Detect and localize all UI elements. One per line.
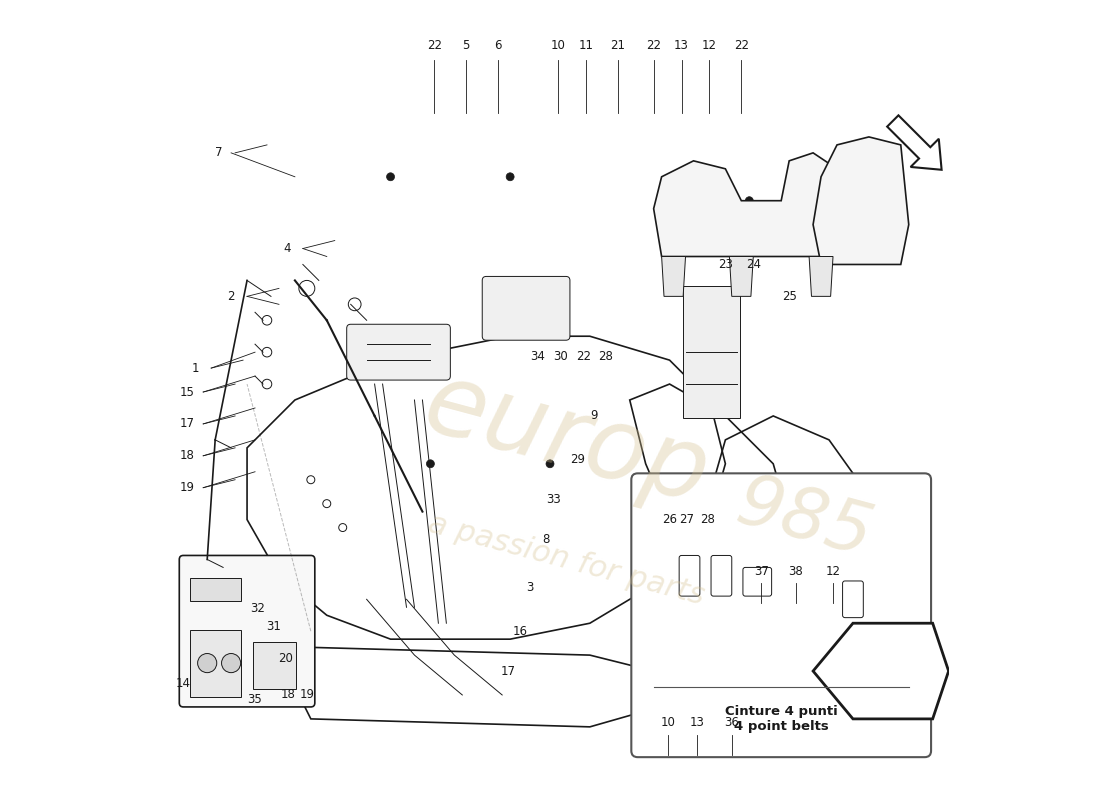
Text: 22: 22: [576, 350, 591, 362]
Polygon shape: [661, 257, 685, 296]
Text: 1: 1: [191, 362, 199, 374]
Text: 3: 3: [527, 581, 534, 594]
Text: 37: 37: [754, 565, 769, 578]
Circle shape: [221, 654, 241, 673]
Text: 23: 23: [718, 258, 733, 271]
Text: 32: 32: [250, 602, 265, 615]
Text: 2: 2: [228, 290, 235, 303]
FancyBboxPatch shape: [742, 567, 771, 596]
Text: 26: 26: [662, 513, 678, 526]
Circle shape: [427, 460, 434, 468]
FancyBboxPatch shape: [189, 630, 241, 697]
Text: 18: 18: [179, 450, 195, 462]
Text: 19: 19: [179, 481, 195, 494]
FancyBboxPatch shape: [346, 324, 450, 380]
Text: 15: 15: [179, 386, 195, 398]
FancyBboxPatch shape: [631, 474, 931, 757]
Polygon shape: [729, 257, 754, 296]
Text: 14: 14: [176, 678, 190, 690]
Text: a passion for parts: a passion for parts: [425, 509, 707, 610]
Circle shape: [546, 460, 554, 468]
Text: europ: europ: [412, 355, 719, 524]
Text: 34: 34: [530, 350, 546, 362]
Text: 10: 10: [550, 38, 565, 52]
Text: 6: 6: [494, 38, 502, 52]
FancyArrow shape: [888, 115, 942, 170]
Polygon shape: [813, 623, 948, 719]
Circle shape: [198, 654, 217, 673]
Text: 13: 13: [674, 38, 689, 52]
Text: 19: 19: [299, 689, 315, 702]
Circle shape: [785, 237, 793, 245]
Text: 18: 18: [282, 689, 296, 702]
Circle shape: [746, 197, 754, 205]
Text: 38: 38: [789, 565, 803, 578]
Text: Cinture 4 punti
4 point belts: Cinture 4 punti 4 point belts: [725, 705, 837, 733]
Text: 22: 22: [427, 38, 442, 52]
FancyBboxPatch shape: [711, 555, 732, 596]
Text: 985: 985: [729, 469, 881, 570]
Text: 13: 13: [690, 716, 705, 730]
Polygon shape: [813, 137, 909, 265]
Text: 29: 29: [571, 454, 585, 466]
Circle shape: [506, 173, 514, 181]
Text: 16: 16: [513, 625, 527, 638]
FancyBboxPatch shape: [179, 555, 315, 707]
FancyBboxPatch shape: [253, 642, 297, 689]
Circle shape: [386, 173, 395, 181]
Text: 31: 31: [266, 620, 280, 633]
Text: 12: 12: [702, 38, 717, 52]
Text: 25: 25: [782, 290, 796, 303]
Text: 30: 30: [553, 350, 568, 362]
Text: 36: 36: [724, 716, 739, 730]
FancyBboxPatch shape: [189, 578, 241, 601]
Text: 4: 4: [283, 242, 290, 255]
Text: 10: 10: [661, 716, 675, 730]
Text: 24: 24: [746, 258, 761, 271]
Circle shape: [690, 197, 697, 205]
FancyBboxPatch shape: [843, 581, 864, 618]
Polygon shape: [810, 257, 833, 296]
Text: 22: 22: [734, 38, 749, 52]
Text: 21: 21: [610, 38, 625, 52]
Text: 33: 33: [547, 493, 561, 506]
Text: 7: 7: [216, 146, 223, 159]
Text: 8: 8: [542, 533, 550, 546]
Text: 22: 22: [646, 38, 661, 52]
Text: 12: 12: [825, 565, 840, 578]
FancyBboxPatch shape: [683, 286, 739, 418]
Text: 35: 35: [248, 694, 263, 706]
Text: 17: 17: [179, 418, 195, 430]
FancyBboxPatch shape: [482, 277, 570, 340]
Text: 11: 11: [579, 38, 593, 52]
Text: 28: 28: [701, 513, 715, 526]
Text: 9: 9: [590, 410, 597, 422]
FancyBboxPatch shape: [679, 555, 700, 596]
Text: 17: 17: [500, 665, 515, 678]
Text: 28: 28: [598, 350, 613, 362]
Polygon shape: [653, 153, 845, 257]
Text: 20: 20: [278, 652, 293, 665]
Text: 27: 27: [680, 513, 694, 526]
Text: 5: 5: [463, 38, 470, 52]
Circle shape: [825, 173, 833, 181]
